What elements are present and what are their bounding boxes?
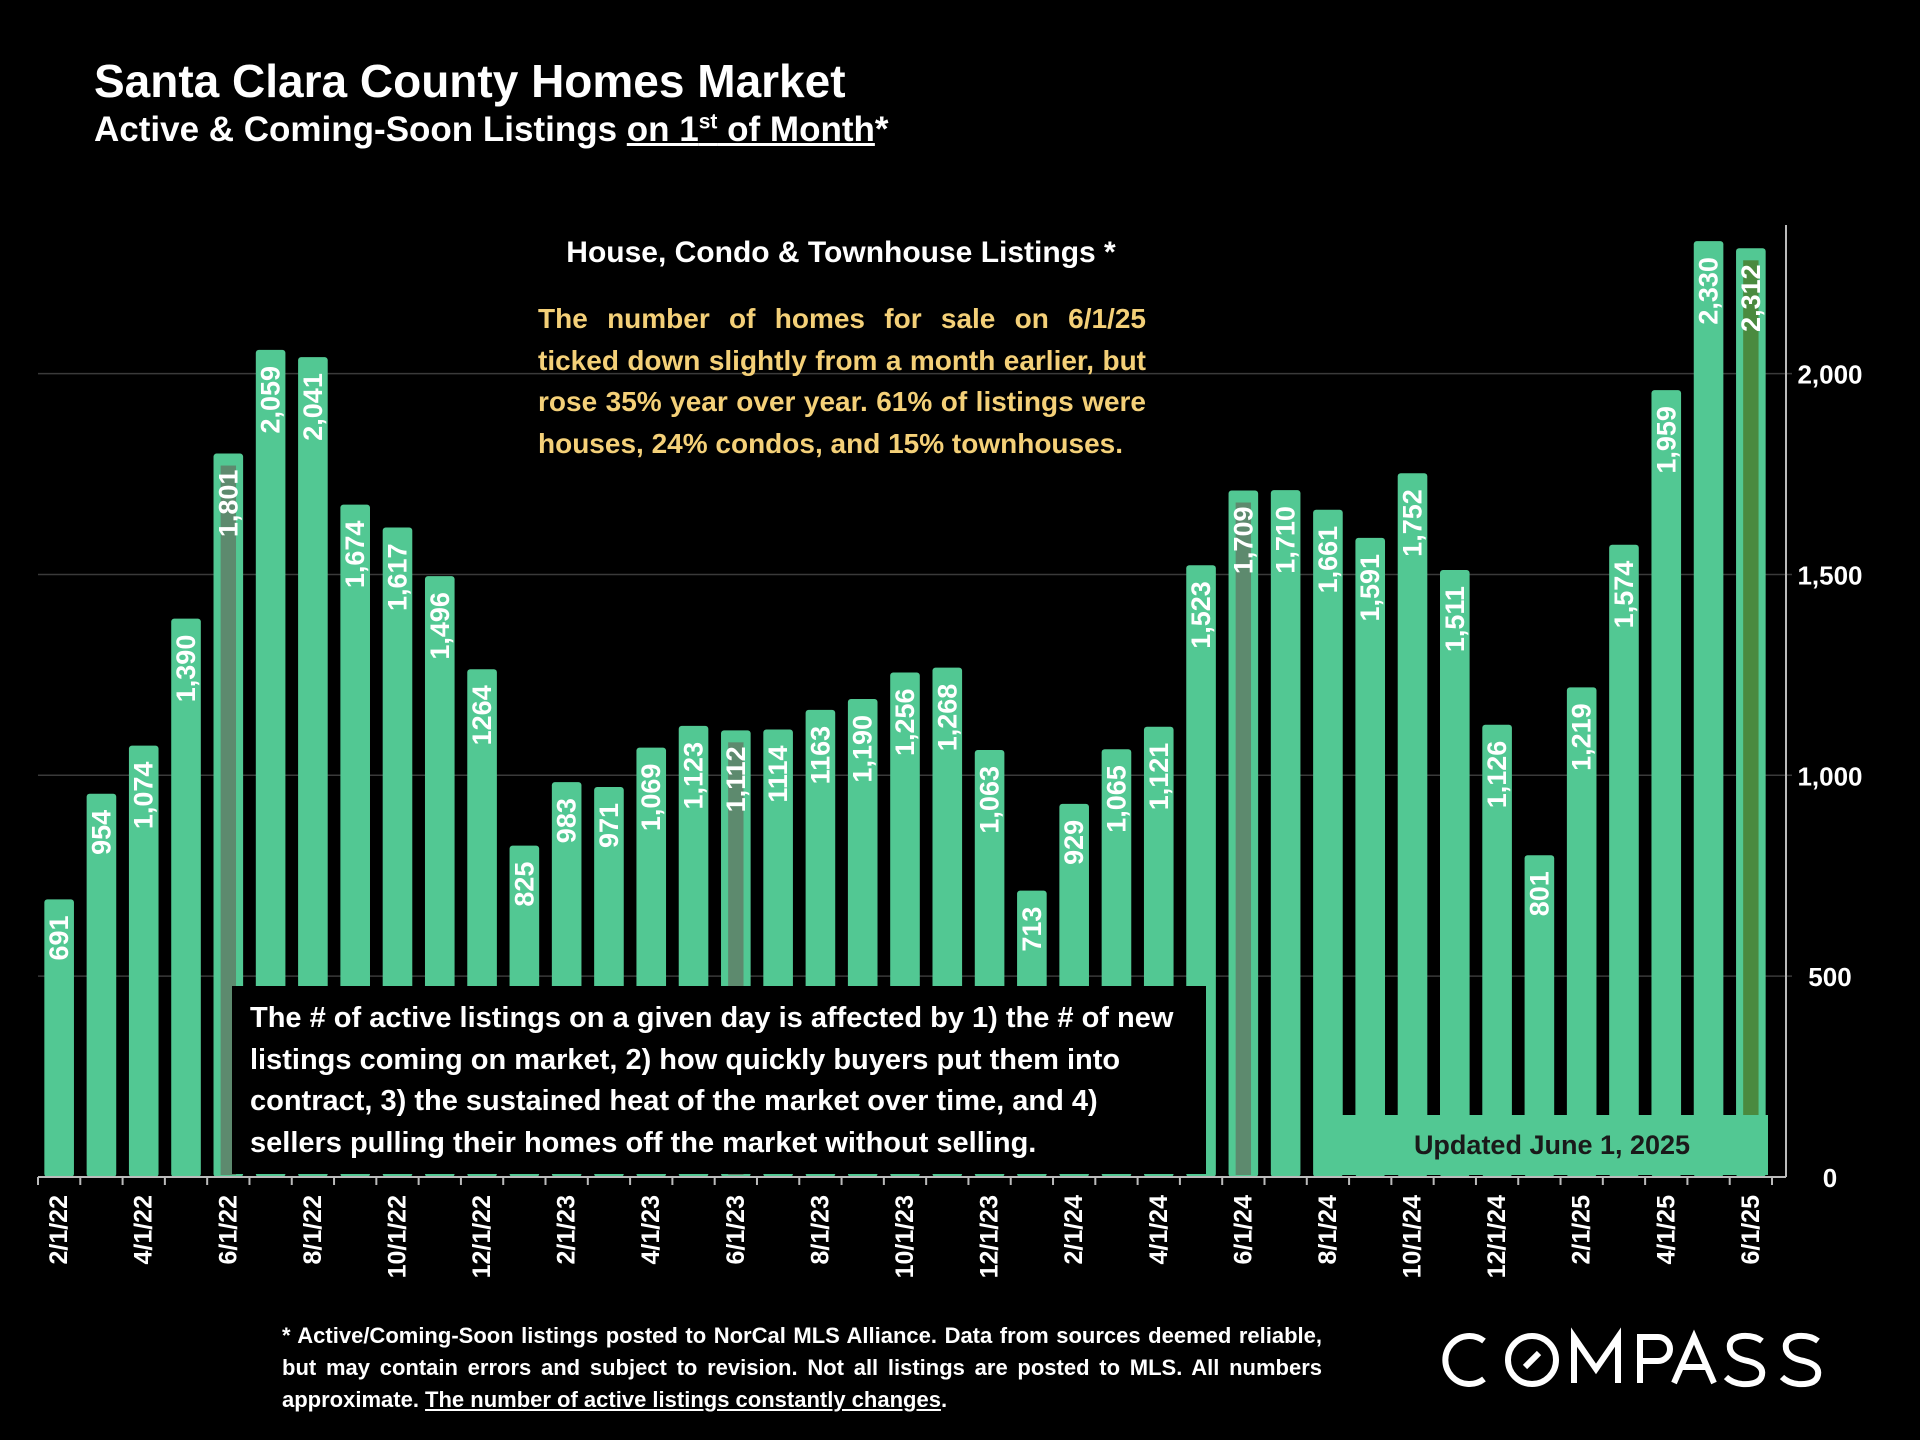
value-label: 954 xyxy=(86,810,116,855)
value-label: 2,059 xyxy=(256,366,286,434)
x-tick-label: 2/1/24 xyxy=(1060,1195,1088,1265)
x-tick-label: 8/1/24 xyxy=(1314,1195,1342,1265)
value-label: 825 xyxy=(509,862,539,907)
value-label: 1,523 xyxy=(1186,581,1216,649)
value-label: 2,041 xyxy=(298,373,328,441)
bar xyxy=(1609,544,1639,1177)
value-label: 971 xyxy=(594,803,624,848)
x-tick-label: 8/1/22 xyxy=(299,1195,327,1265)
value-label: 1,123 xyxy=(679,742,709,810)
y-tick-label: 1,000 xyxy=(1797,761,1862,791)
value-label: 1,063 xyxy=(975,766,1005,834)
x-tick-label: 12/1/22 xyxy=(468,1195,496,1278)
callout-text: The number of homes for sale on 6/1/25 t… xyxy=(538,303,1146,459)
bar xyxy=(1355,537,1386,1177)
bar xyxy=(86,793,117,1177)
value-label: 1,190 xyxy=(848,715,878,783)
footnote: * Active/Coming-Soon listings posted to … xyxy=(282,1323,1322,1412)
value-label: 1,959 xyxy=(1651,406,1681,474)
bar xyxy=(1270,490,1301,1178)
bar xyxy=(1440,570,1470,1177)
bar xyxy=(44,899,74,1177)
x-tick-label: 10/1/23 xyxy=(891,1195,919,1278)
y-tick-label: 500 xyxy=(1808,962,1851,992)
value-label: 1,752 xyxy=(1398,489,1428,557)
x-tick-label: 6/1/25 xyxy=(1737,1195,1765,1265)
bar xyxy=(128,745,159,1177)
x-tick-label: 12/1/24 xyxy=(1483,1195,1511,1279)
chart-title: House, Condo & Townhouse Listings * xyxy=(566,236,1116,269)
x-tick-labels: 2/1/22 4/1/22 6/1/22 8/1/22 10/1/22 12/1/22 2/… xyxy=(45,1195,1765,1279)
x-tick-label: 6/1/24 xyxy=(1229,1195,1257,1265)
y-tick-label: 2,000 xyxy=(1797,360,1862,390)
compass-logo xyxy=(1442,1327,1822,1388)
value-label: 983 xyxy=(552,798,582,843)
value-label: 801 xyxy=(1524,871,1554,916)
x-tick-label: 2/1/25 xyxy=(1568,1195,1596,1265)
bar xyxy=(1313,509,1343,1177)
value-label: 1,065 xyxy=(1101,765,1131,833)
value-label: 1114 xyxy=(763,746,793,803)
bar xyxy=(1566,687,1597,1177)
value-label: 691 xyxy=(44,915,74,960)
value-label: 1,496 xyxy=(425,592,455,660)
value-label: 1,710 xyxy=(1271,506,1301,574)
y-tick-label: 0 xyxy=(1823,1163,1837,1193)
value-label: 713 xyxy=(1017,907,1047,952)
value-label: 1,112 xyxy=(721,746,751,812)
value-label: 1,256 xyxy=(890,688,920,756)
value-label: 1,709 xyxy=(1228,507,1258,575)
x-tick-label: 4/1/25 xyxy=(1652,1195,1680,1265)
value-label: 1,126 xyxy=(1482,741,1512,809)
bar xyxy=(298,357,328,1177)
value-label: 1264 xyxy=(467,685,497,745)
value-label: 1,511 xyxy=(1440,586,1470,652)
bar xyxy=(1693,241,1724,1177)
value-label: 2,312 xyxy=(1736,264,1766,332)
bar xyxy=(1397,473,1428,1177)
bar xyxy=(1482,724,1512,1177)
value-label: 1,574 xyxy=(1609,561,1639,629)
x-tick-label: 6/1/22 xyxy=(214,1195,242,1265)
value-label: 1,069 xyxy=(636,764,666,832)
updated-badge: Updated June 1, 2025 xyxy=(1316,1115,1768,1175)
x-tick-label: 4/1/23 xyxy=(637,1195,665,1265)
page-subtitle: Active & Coming-Soon Listings on 1st of … xyxy=(94,110,889,149)
x-tick-label: 12/1/23 xyxy=(976,1195,1004,1278)
y-tick-label: 1,500 xyxy=(1797,560,1862,590)
value-label: 1,801 xyxy=(213,470,243,538)
value-label: 1,674 xyxy=(340,521,370,589)
value-label: 1,390 xyxy=(171,635,201,703)
x-tick-label: 8/1/23 xyxy=(806,1195,834,1265)
value-label: 1,661 xyxy=(1313,526,1343,594)
value-label: 1,074 xyxy=(129,762,159,830)
value-label: 2,330 xyxy=(1694,257,1724,325)
value-label: 1163 xyxy=(805,726,835,785)
value-label: 1,219 xyxy=(1567,703,1597,771)
x-tick-label: 10/1/24 xyxy=(1399,1195,1427,1279)
value-label: 1,591 xyxy=(1355,554,1385,622)
value-labels: 691 954 1,074 1,390 1,801 2,059 2,041 1,674 1,61… xyxy=(44,257,1766,960)
factors-note: The # of active listings on a given day … xyxy=(232,986,1206,1174)
bar xyxy=(255,349,286,1177)
page-title: Santa Clara County Homes Market xyxy=(94,55,846,107)
x-tick-label: 4/1/24 xyxy=(1145,1195,1173,1265)
y-tick-labels: 0 500 1,000 1,500 2,000 xyxy=(1797,360,1862,1193)
value-label: 929 xyxy=(1059,820,1089,865)
value-label: 1,617 xyxy=(382,543,412,611)
value-label: 1,268 xyxy=(932,684,962,752)
value-label: 1,121 xyxy=(1144,743,1174,811)
bar-highlight xyxy=(1235,502,1252,1175)
bar xyxy=(171,618,201,1177)
bar xyxy=(1524,855,1555,1177)
x-tick-label: 2/1/22 xyxy=(45,1195,73,1265)
axes xyxy=(37,225,1787,1185)
x-tick-label: 10/1/22 xyxy=(383,1195,411,1278)
bar-highlight xyxy=(1743,260,1759,1176)
x-tick-label: 2/1/23 xyxy=(553,1195,581,1265)
x-tick-label: 4/1/22 xyxy=(130,1195,158,1265)
bar xyxy=(1651,390,1682,1178)
x-tick-label: 6/1/23 xyxy=(722,1195,750,1265)
